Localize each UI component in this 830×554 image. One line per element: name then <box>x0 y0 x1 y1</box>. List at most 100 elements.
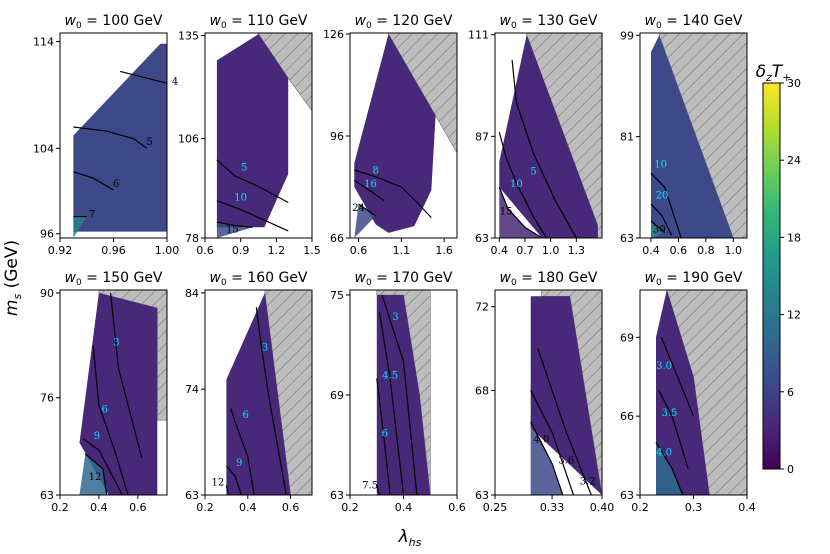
contour-label-2: 4.0 <box>533 435 549 446</box>
y-axis-label: ms (GeV) <box>2 240 24 316</box>
y-tick-label: 96 <box>40 228 54 241</box>
contour-label-3: 7 <box>89 210 95 221</box>
plot-frame <box>639 32 748 239</box>
plot-frame <box>204 289 313 496</box>
contour-line-2 <box>530 421 564 496</box>
contour-line-0 <box>216 159 289 204</box>
contour-label-0: 5 <box>530 166 536 177</box>
contour-label-0: 3 <box>262 343 268 354</box>
x-tick-label: 0.6 <box>196 244 214 257</box>
contour-label-0: 3 <box>113 337 119 348</box>
high-value-band <box>656 442 683 495</box>
panel-title: w0 = 110 GeV <box>209 13 307 31</box>
panel-5: 3 6 9 12 w0 = 150 GeV 0.2 0.4 0.6 63 76 90 <box>40 270 168 514</box>
contour-label-0: 3.0 <box>656 361 672 372</box>
x-tick-label: 1.2 <box>268 244 286 257</box>
panel-title: w0 = 140 GeV <box>644 13 742 31</box>
y-tick-label: 114 <box>33 36 54 49</box>
panel-9: 3.0 3.5 4.0 w0 = 190 GeV 0.2 0.3 0.4 63 66 69 <box>620 270 756 514</box>
allowed-region <box>656 290 710 495</box>
x-tick-label: 0.2 <box>631 501 649 514</box>
x-tick-label: 1.0 <box>725 244 743 257</box>
allowed-region <box>73 43 167 232</box>
y-tick-label: 111 <box>468 29 489 42</box>
contour-line-0 <box>511 60 577 239</box>
contour-label-0: 8 <box>372 165 378 176</box>
panel-1: 5 10 15 w0 = 110 GeV 0.6 0.9 1.2 1.5 78 106 135 <box>178 13 321 257</box>
high-value-band <box>651 221 665 238</box>
y-tick-label: 126 <box>323 28 344 41</box>
contour-line-0 <box>660 337 695 417</box>
contour-line-3 <box>84 453 108 496</box>
y-tick-label: 81 <box>620 131 634 144</box>
x-tick-label: 0.2 <box>51 501 69 514</box>
y-tick-label: 66 <box>620 410 634 423</box>
contour-line-2 <box>655 442 684 496</box>
contour-label-1: 20 <box>656 191 669 202</box>
contour-line-1 <box>230 408 255 496</box>
panel-title: w0 = 190 GeV <box>644 270 742 288</box>
contour-line-0 <box>381 294 418 496</box>
contour-label-3: 12 <box>211 477 224 488</box>
contour-line-2 <box>82 438 123 496</box>
x-tick-label: 1.3 <box>568 244 586 257</box>
y-tick-label: 69 <box>620 331 634 344</box>
contour-label-2: 6 <box>382 429 388 440</box>
y-tick-label: 72 <box>475 301 489 314</box>
x-tick-label: 0.92 <box>48 244 73 257</box>
contour-label-1: 6 <box>102 405 108 416</box>
contour-line-1 <box>353 179 385 202</box>
colorbar-tick-label: 6 <box>787 386 794 399</box>
contour-line-0 <box>354 169 432 219</box>
contour-label-1: 3.6 <box>558 456 574 467</box>
y-tick-label: 68 <box>475 384 489 397</box>
y-tick-label: 63 <box>330 489 344 502</box>
y-tick-label: 99 <box>620 29 634 42</box>
contour-line-1 <box>650 203 673 236</box>
contour-label-2: 4.0 <box>656 448 672 459</box>
x-tick-label: 0.40 <box>590 501 615 514</box>
allowed-region <box>216 34 289 228</box>
y-tick-label: 84 <box>185 287 199 300</box>
colorbar-tick-label: 18 <box>787 231 801 244</box>
x-axis-label: λhs <box>398 527 422 549</box>
y-tick-label: 75 <box>330 289 344 302</box>
contour-line-1 <box>498 131 547 239</box>
panel-6: 3 6 9 12 w0 = 160 GeV 0.2 0.4 0.6 63 74 84 <box>185 270 313 514</box>
panel-0: 4 5 6 7 w0 = 100 GeV 0.92 0.96 1.00 96 104 114 <box>33 13 179 257</box>
contour-label-1: 10 <box>234 193 247 204</box>
panel-4: 10 20 30 w0 = 140 GeV 0.4 0.6 0.8 1.0 63 81 99 <box>620 13 748 257</box>
panel-title: w0 = 170 GeV <box>354 270 452 288</box>
contour-line-3 <box>376 484 380 496</box>
x-tick-label: 0.6 <box>448 501 466 514</box>
colorbar-label: δzT+ <box>756 62 792 84</box>
plot-frame <box>349 32 458 239</box>
panel-2: 8 16 24 w0 = 120 GeV 0.6 1.1 1.6 66 96 126 <box>323 13 458 257</box>
contour-label-2: 24 <box>352 203 365 214</box>
contour-label-0: 3 <box>392 312 398 323</box>
contour-label-2: 15 <box>226 225 239 236</box>
contour-line-1 <box>378 311 405 496</box>
x-tick-label: 0.2 <box>196 501 214 514</box>
x-tick-label: 1.6 <box>435 244 453 257</box>
allowed-region <box>226 292 291 495</box>
x-tick-label: 0.4 <box>395 501 413 514</box>
y-tick-label: 74 <box>185 383 199 396</box>
contour-line-1 <box>658 389 689 469</box>
high-value-band <box>499 187 543 238</box>
x-tick-label: 0.7 <box>516 244 534 257</box>
y-tick-label: 76 <box>40 392 54 405</box>
x-tick-label: 0.2 <box>341 501 359 514</box>
allowed-region <box>376 295 431 495</box>
contour-line-0 <box>650 172 682 239</box>
contour-line-1 <box>73 126 148 149</box>
x-tick-label: 0.6 <box>129 501 147 514</box>
allowed-region <box>651 35 734 238</box>
contour-label-2: 6 <box>113 179 119 190</box>
contour-label-0: 3.2 <box>580 477 596 488</box>
plot-frame <box>59 289 168 496</box>
contour-line-2 <box>216 221 253 228</box>
contour-label-0: 4 <box>172 76 178 87</box>
